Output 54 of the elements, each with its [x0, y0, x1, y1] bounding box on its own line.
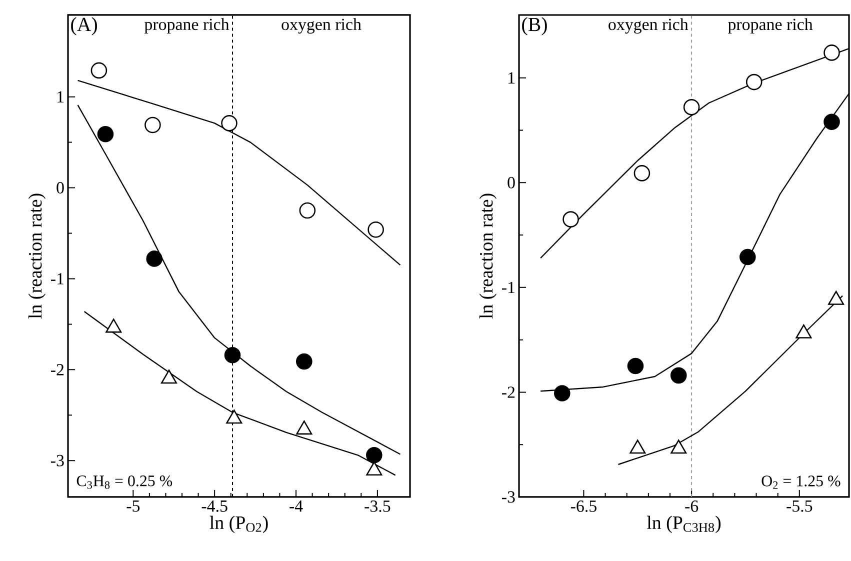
- x-tick-label: -4.5: [202, 500, 228, 512]
- annotation: propane rich: [144, 18, 230, 34]
- point: [221, 115, 238, 132]
- point: [746, 74, 762, 90]
- point: [296, 353, 312, 370]
- point: [562, 211, 579, 228]
- y-tick-label: -1: [502, 282, 514, 294]
- annotation: C$_{3}$H$_{8}$ = 0.25 %: [76, 476, 172, 489]
- point: [106, 318, 122, 333]
- point: [144, 116, 161, 134]
- point: [634, 165, 650, 182]
- x-tick-label: -5.5: [786, 500, 812, 512]
- point: [366, 461, 382, 476]
- point: [630, 440, 646, 454]
- point: [627, 358, 644, 374]
- chart-title: (B): [522, 17, 547, 36]
- y-axis-title: ln (reaction rate): [28, 194, 46, 319]
- y-tick-label: -2: [502, 386, 515, 398]
- annotation: oxygen rich: [608, 18, 688, 34]
- y-axis-title: ln (reaction rate): [479, 194, 497, 319]
- chart-title: (A): [71, 17, 97, 36]
- x-tick-label: -6: [685, 500, 698, 512]
- point: [296, 420, 312, 435]
- y-tick-label: -3: [51, 454, 64, 466]
- x-axis-title: ln (P$_{O2}$): [210, 516, 268, 533]
- point: [146, 250, 162, 267]
- x-tick-label: -6.5: [570, 500, 596, 512]
- y-tick-label: -2: [51, 364, 64, 376]
- y-tick-label: -3: [502, 491, 515, 503]
- point: [226, 410, 242, 424]
- annotation: O$_{2}$ = 1.25 %: [762, 476, 840, 489]
- point: [90, 62, 108, 79]
- y-tick-label: 1: [508, 72, 514, 84]
- y-tick-label: -1: [51, 273, 64, 284]
- line-series: [77, 104, 401, 455]
- point: [670, 367, 687, 384]
- point: [368, 221, 384, 238]
- point: [224, 346, 241, 364]
- x-tick-label: -4: [290, 500, 303, 512]
- point: [739, 248, 756, 266]
- point: [160, 370, 177, 384]
- point: [670, 440, 687, 454]
- point: [683, 99, 700, 116]
- x-tick-label: -5: [126, 500, 140, 512]
- point: [97, 126, 114, 142]
- y-tick-label: 0: [508, 176, 515, 188]
- point: [299, 202, 316, 219]
- y-tick-label: 0: [56, 182, 64, 194]
- annotation: propane rich: [728, 18, 813, 34]
- x-axis-title: ln (P$_{C3H8}$): [647, 516, 721, 533]
- annotation: oxygen rich: [282, 18, 362, 34]
- y-tick-label: 1: [58, 91, 64, 102]
- x-tick-label: -3.5: [364, 500, 390, 512]
- point: [554, 385, 570, 402]
